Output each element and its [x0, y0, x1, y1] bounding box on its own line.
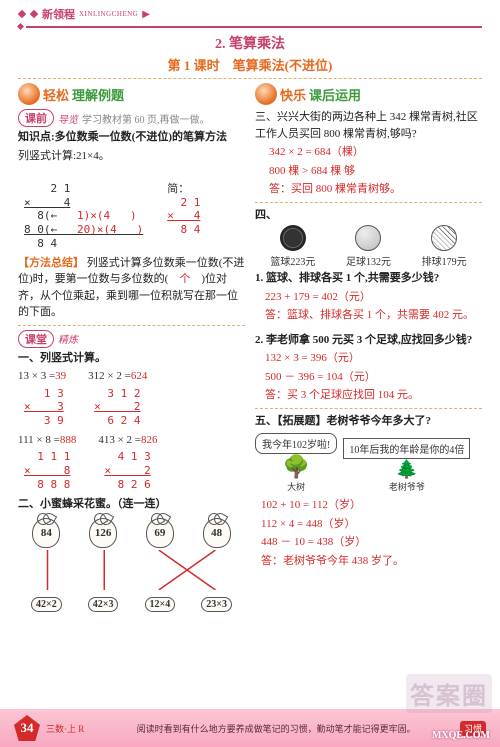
brand-name: 新领程	[42, 6, 75, 22]
page-footer: 34 三数·上 R 阅读时看到有什么地方要养成做笔记的习惯，勤动笔才能记得更牢固…	[0, 709, 500, 747]
diamond-icon	[30, 10, 38, 18]
q4-p2: 2. 李老师拿 500 元买 3 个足球,应找回多少钱?	[255, 332, 482, 349]
divider	[255, 408, 482, 409]
preview-label: 课前	[18, 109, 54, 127]
left-column: 轻松 理解例题 课前 导览 学习教材第 60 页,再做一做。 知识点:多位数乘一…	[18, 83, 245, 616]
q4p1-work-0: 223 + 179 = 402（元）	[255, 289, 482, 306]
preview-row: 课前 导览 学习教材第 60 页,再做一做。	[18, 109, 245, 127]
page-titles: 2. 笔算乘法 第 1 课时 笔算乘法(不进位)	[0, 33, 500, 74]
flower: 69	[146, 518, 174, 548]
speech-box: 10年后我的年龄是你的4倍	[343, 438, 470, 459]
method-summary: 【方法总结】 列竖式计算多位数乘一位数(不进位)时，要第一位数与多位数的( 个 …	[18, 255, 245, 321]
basketball-icon	[280, 225, 306, 251]
watermark: 答案圈	[406, 674, 492, 713]
right-column: 快乐 课后运用 三、兴兴大街的两边各种上 342 棵常青树,社区工作人员买回 8…	[255, 83, 482, 616]
footer-tip: 阅读时看到有什么地方要养成做笔记的习惯，勤动笔才能记得更牢固。	[92, 722, 460, 735]
bee: 23×3	[201, 597, 232, 612]
right-section-badge: 快乐 课后运用	[255, 83, 482, 105]
q5-work-1: 112 × 4 = 448（岁）	[255, 516, 482, 533]
q4-title: 四、	[255, 207, 482, 224]
q1-item-3: 413 × 2 =826 4 1 3 × 2 8 2 6	[98, 432, 157, 496]
page-number: 34	[14, 715, 40, 741]
divider	[18, 325, 245, 326]
left-section-badge: 轻松 理解例题	[18, 83, 245, 105]
q1-item-1: 312 × 2 =624 3 1 2 × 2 6 2 4	[88, 368, 147, 432]
bees-row: 42×2 42×3 12×4 23×3	[18, 597, 245, 612]
flower: 126	[89, 518, 117, 548]
q4p1-work-1: 答：篮球、排球各买 1 个，共需要 402 元。	[255, 307, 482, 324]
volleyball-icon	[431, 225, 457, 251]
flower: 84	[32, 518, 60, 548]
q4-p1: 1. 篮球、排球各买 1 个,共需要多少钱?	[255, 270, 482, 287]
q3-work-0: 342 × 2 = 684（棵）	[255, 144, 482, 161]
q5-work-2: 448 － 10 = 438（岁）	[255, 534, 482, 551]
bee: 12×4	[145, 597, 176, 612]
diamond-icon	[18, 10, 26, 18]
footer-grade: 三数·上 R	[46, 722, 92, 735]
q1-title: 一、列竖式计算。	[18, 350, 245, 367]
site-label: MXQE.COM	[432, 730, 490, 741]
q5-work-0: 102 + 10 = 112（岁）	[255, 497, 482, 514]
arrow-icon: ▶	[142, 9, 150, 20]
brief-calc: 简： 2 1 × 4 8 4	[167, 168, 200, 237]
header-underline	[0, 24, 500, 29]
q4p2-work-2: 答：买 3 个足球应找回 104 元。	[255, 387, 482, 404]
knowledge-task: 列竖式计算:21×4。	[18, 148, 245, 165]
q5-work-3: 答：老树爷爷今年 438 岁了。	[255, 553, 482, 570]
brand-pinyin: XINLINGCHENG	[79, 10, 138, 18]
brand-header: 新领程 XINLINGCHENG ▶	[0, 0, 500, 24]
tree-icon: 🌳	[282, 454, 309, 479]
q1-item-2: 111 × 8 =888 1 1 1 × 8 8 8 8	[18, 432, 76, 496]
class-row: 课堂 精炼	[18, 330, 245, 348]
section-title: 2. 笔算乘法	[0, 33, 500, 53]
bee: 42×3	[88, 597, 119, 612]
speech-bubble: 我今年102岁啦!	[255, 433, 337, 454]
q2-title: 二、小蜜蜂采花蜜。（连一连）	[18, 496, 245, 513]
tree-scene: 我今年102岁啦! 🌳 大树 10年后我的年龄是你的4倍 🌲 老树爷爷	[255, 433, 482, 493]
q1-item-0: 13 × 3 =39 1 3 × 3 3 9	[18, 368, 66, 432]
soccer-icon	[355, 225, 381, 251]
flower: 48	[203, 518, 231, 548]
q3-work-2: 答：买回 800 棵常青树够。	[255, 181, 482, 198]
badge-icon	[255, 83, 277, 105]
bee: 42×2	[31, 597, 62, 612]
main-vertical-calc: 2 1 × 4 8(← 1)×(4 ) 8 0(← 20)×(4 ) 8 4	[24, 168, 143, 251]
flowers-row: 84 126 69 48	[18, 518, 245, 548]
ball-soccer: 足球132元	[346, 225, 391, 268]
knowledge-title: 知识点:多位数乘一位数(不进位)的笔算方法	[18, 129, 245, 146]
q3-work-1: 800 棵 > 684 棵 够	[255, 163, 482, 180]
preview-note: 学习教材第 60 页,再做一做。	[82, 111, 210, 126]
connect-lines	[18, 550, 245, 590]
ball-basketball: 篮球223元	[270, 225, 315, 268]
q3-title: 三、兴兴大街的两边各种上 342 棵常青树,社区工作人员买回 800 棵常青树,…	[255, 109, 482, 142]
q4p2-work-1: 500 － 396 = 104（元）	[255, 369, 482, 386]
old-tree-icon: 🌲	[396, 459, 418, 479]
class-label: 课堂	[18, 330, 54, 348]
lesson-title: 第 1 课时 笔算乘法(不进位)	[0, 55, 500, 74]
q4p2-work-0: 132 × 3 = 396（元）	[255, 350, 482, 367]
ball-volleyball: 排球179元	[422, 225, 467, 268]
badge-icon	[18, 83, 40, 105]
divider	[255, 202, 482, 203]
divider	[18, 78, 482, 79]
balls-row: 篮球223元 足球132元 排球179元	[255, 225, 482, 268]
q5-title: 五、【拓展题】老树爷爷今年多大了?	[255, 413, 482, 430]
